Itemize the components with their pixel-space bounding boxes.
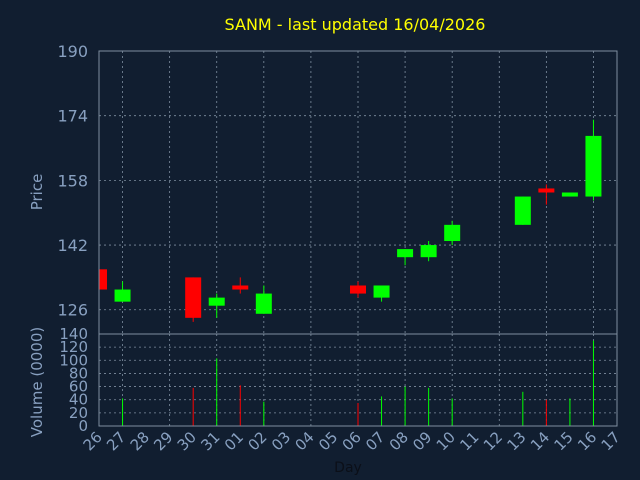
volume-tick-label: 120 [59, 338, 88, 356]
candle-body [255, 293, 272, 314]
volume-bars [122, 340, 594, 426]
volume-tick-label: 0 [78, 417, 88, 435]
candle-body [373, 285, 390, 298]
day-tick-labels: 2627282930310102030405060708091011121314… [80, 428, 624, 454]
volume-tick-label: 140 [59, 325, 88, 343]
price-tick-label: 142 [57, 236, 88, 255]
candle-body [208, 297, 225, 306]
candle-body [420, 245, 437, 258]
candle-body [585, 135, 602, 197]
candle-body [232, 285, 249, 290]
price-tick-label: 174 [57, 107, 88, 126]
volume-tick-label: 100 [59, 351, 88, 369]
volume-tick-label: 60 [69, 378, 88, 396]
price-tick-labels: 126 142 158 174 190 [57, 42, 88, 320]
volume-tick-label: 40 [69, 391, 88, 409]
candle-body [561, 192, 578, 197]
candle-body [114, 289, 131, 302]
candle-body [185, 277, 202, 318]
candle-body [397, 249, 414, 258]
candle-body [538, 188, 555, 193]
price-tick-label: 126 [57, 301, 88, 320]
candle-body [350, 285, 366, 294]
volume-axis-label: Volume (0000) [28, 327, 46, 437]
candle-body [444, 224, 461, 242]
chart-title: SANM - last updated 16/04/2026 [225, 15, 486, 34]
day-axis-label: Day [334, 460, 362, 476]
price-tick-label: 158 [57, 171, 88, 190]
candle-body [99, 269, 107, 290]
price-tick-label: 190 [57, 42, 88, 61]
candle-body [514, 196, 531, 225]
volume-tick-label: 80 [69, 364, 88, 382]
price-candles [98, 119, 602, 322]
volume-plot-frame [98, 333, 618, 427]
volume-tick-label: 20 [69, 404, 88, 422]
price-axis-label: Price [28, 174, 46, 211]
